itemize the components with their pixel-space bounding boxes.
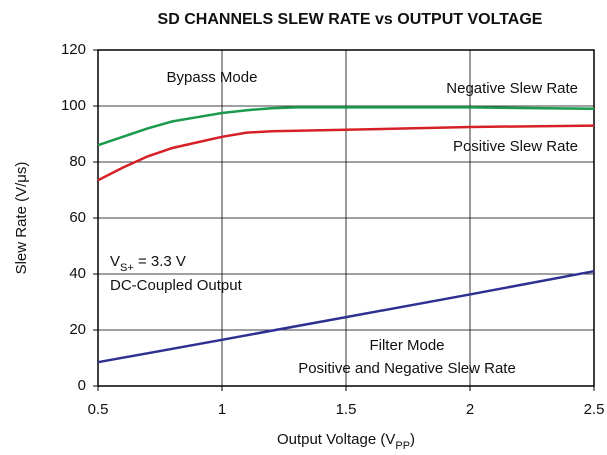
x-axis-label-part: ) [410, 431, 415, 448]
y-tick-label: 0 [78, 377, 86, 394]
annotation-part: S+ [120, 262, 134, 274]
chart-title: SD CHANNELS SLEW RATE vs OUTPUT VOLTAGE [158, 11, 543, 28]
series-label: Positive and Negative Slew Rate [298, 360, 516, 377]
plot-frame [97, 49, 595, 387]
series-label: Positive Slew Rate [453, 138, 578, 155]
annotation: Bypass Mode [167, 69, 258, 86]
series-line [97, 106, 595, 147]
x-tick-label: 1.5 [336, 401, 357, 418]
y-axis-label: Slew Rate (V/μs) [13, 162, 30, 275]
annotation-part: V [110, 253, 120, 270]
x-tick-label: 2 [466, 401, 474, 418]
y-tick-label: 100 [61, 97, 86, 114]
annotation: Filter Mode [369, 337, 444, 354]
series-line [97, 269, 595, 364]
annotation-part: = 3.3 V [134, 253, 186, 270]
y-tick-label: 40 [69, 265, 86, 282]
x-axis-label: Output Voltage (VPP) [277, 431, 415, 452]
annotation: DC-Coupled Output [110, 277, 243, 294]
x-tick-label: 1 [218, 401, 226, 418]
y-tick-label: 120 [61, 41, 86, 58]
series-label: Negative Slew Rate [446, 80, 578, 97]
series-line [97, 124, 595, 182]
x-axis-label-part: Output Voltage (V [277, 431, 395, 448]
x-tick-label: 2.5 [584, 401, 605, 418]
x-axis-label-part: PP [395, 440, 410, 452]
annotation: VS+ = 3.3 V [110, 253, 186, 274]
y-tick-label: 60 [69, 209, 86, 226]
y-tick-label: 80 [69, 153, 86, 170]
x-tick-label: 0.5 [88, 401, 109, 418]
y-tick-label: 20 [69, 321, 86, 338]
